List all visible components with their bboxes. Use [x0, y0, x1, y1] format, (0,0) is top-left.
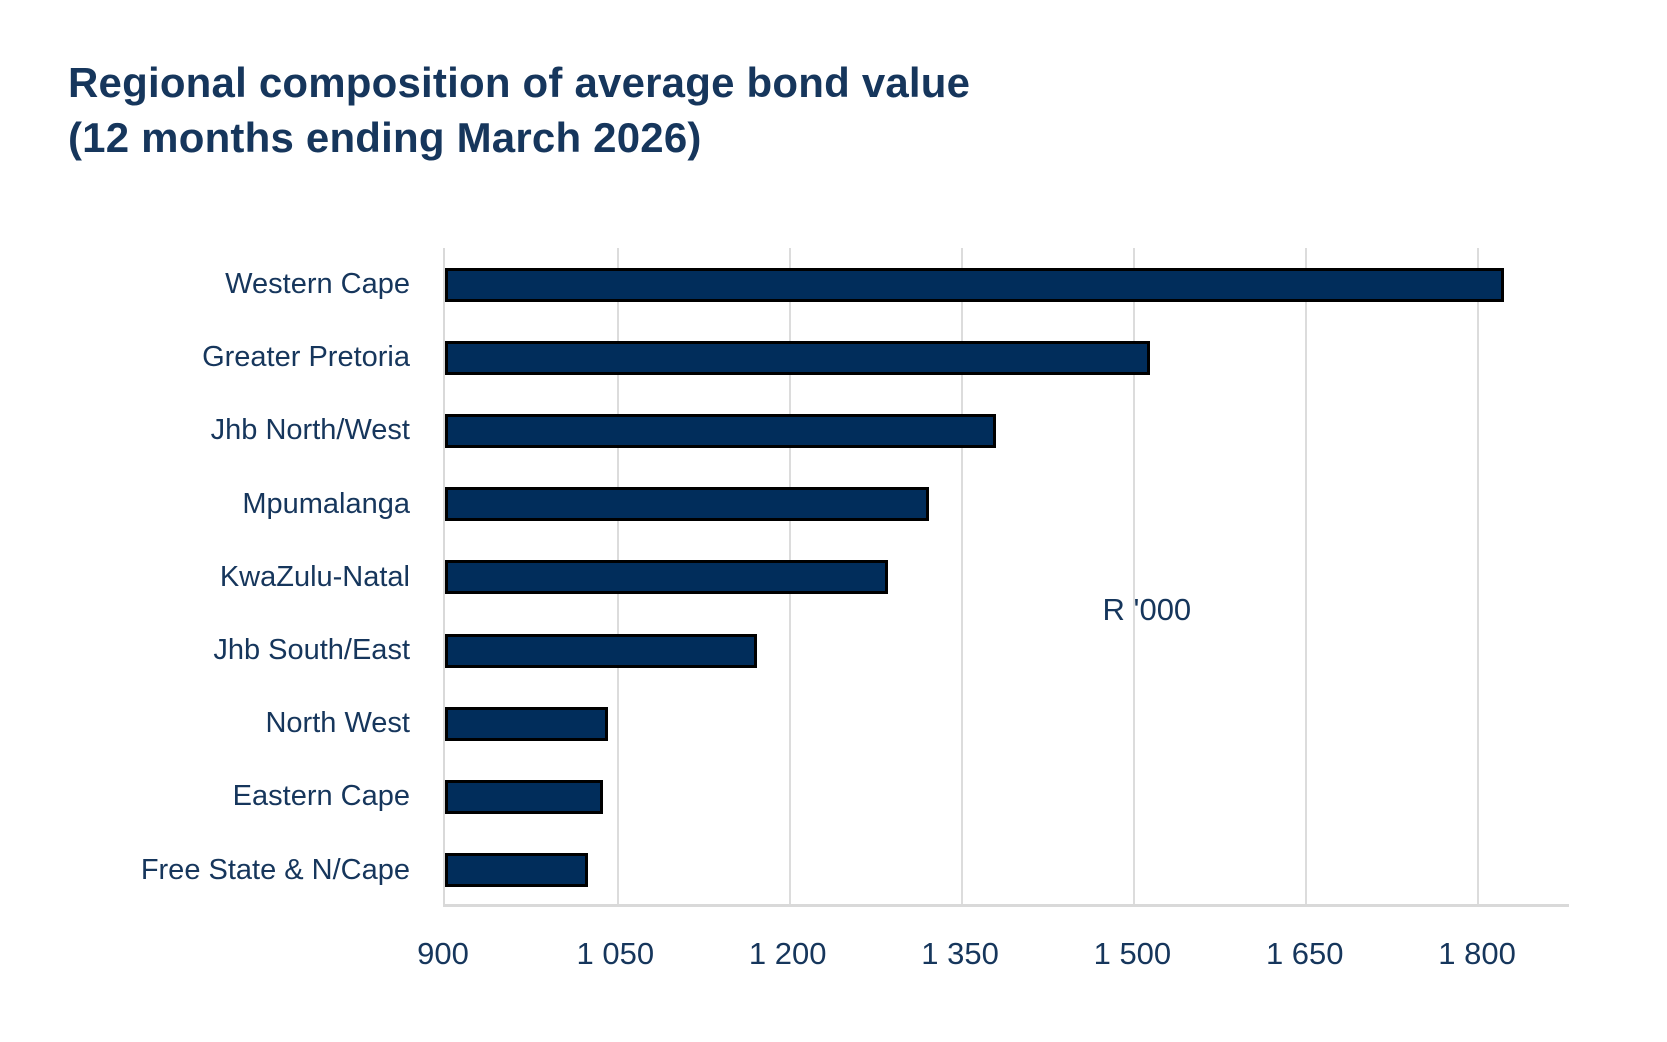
bar-jhb-south-east — [445, 633, 757, 668]
gridline-1350 — [961, 248, 964, 904]
y-axis-labels: Western Cape Greater Pretoria Jhb North/We… — [0, 248, 410, 907]
bar-row — [445, 761, 1569, 834]
chart-title-line-1: Regional composition of average bond val… — [68, 59, 971, 106]
bar-greater-pretoria — [445, 340, 1151, 375]
y-label-mpumalanga: Mpumalanga — [242, 487, 410, 520]
bar-kwazulu-natal — [445, 560, 888, 595]
bar-row — [445, 248, 1569, 321]
y-label-north-west: North West — [265, 707, 410, 740]
x-tick-1800: 1 800 — [1438, 936, 1516, 971]
y-label-jhb-south-east: Jhb South/East — [213, 634, 410, 667]
x-tick-900: 900 — [417, 936, 469, 971]
x-tick-1200: 1 200 — [748, 936, 827, 971]
y-label-greater-pretoria: Greater Pretoria — [202, 341, 410, 374]
bar-row — [445, 394, 1569, 467]
bar-free-state-n-cape — [445, 853, 589, 888]
bar-row — [445, 321, 1569, 394]
y-label-jhb-north-west: Jhb North/West — [210, 414, 410, 447]
y-label-kwazulu-natal: KwaZulu-Natal — [219, 560, 410, 593]
y-label-western-cape: Western Cape — [225, 268, 410, 301]
bar-mpumalanga — [445, 487, 929, 522]
x-axis-labels: 900 1 050 1 200 1 350 1 500 1 650 1 800 — [417, 936, 1569, 986]
bar-row — [445, 468, 1569, 541]
bar-north-west — [445, 706, 608, 741]
gridline-1500 — [1133, 248, 1136, 904]
x-tick-1050: 1 050 — [576, 936, 655, 971]
gridline-1800 — [1477, 248, 1480, 904]
y-label-free-state-n-cape: Free State & N/Cape — [140, 853, 410, 886]
bar-row — [445, 541, 1569, 614]
bar-eastern-cape — [445, 780, 604, 815]
bar-row — [445, 834, 1569, 907]
chart-title: Regional composition of average bond val… — [68, 56, 1268, 165]
y-label-eastern-cape: Eastern Cape — [232, 780, 410, 813]
bar-row — [445, 614, 1569, 687]
plot-area: R '000 — [443, 248, 1569, 907]
bar-row — [445, 687, 1569, 760]
x-tick-1350: 1 350 — [921, 936, 999, 971]
bar-jhb-north-west — [445, 414, 996, 449]
x-tick-1500: 1 500 — [1093, 936, 1172, 971]
x-tick-1650: 1 650 — [1265, 936, 1344, 971]
bar-western-cape — [445, 267, 1504, 302]
unit-annotation: R '000 — [1102, 592, 1192, 628]
gridline-1650 — [1305, 248, 1308, 904]
chart-title-line-2: (12 months ending March 2026) — [68, 113, 702, 161]
